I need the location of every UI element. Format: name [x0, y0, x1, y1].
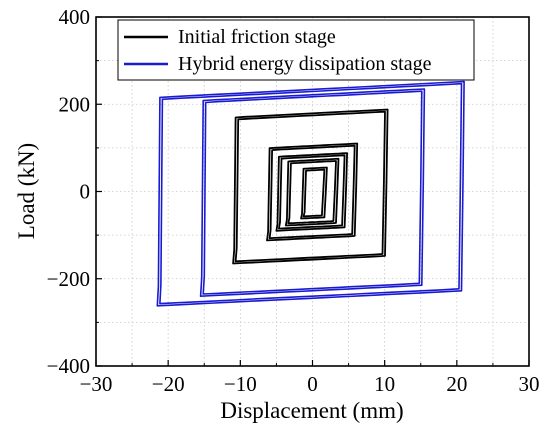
x-tick-label: −10	[224, 372, 257, 396]
y-tick-label: −400	[47, 354, 90, 378]
x-tick-label: −20	[152, 372, 185, 396]
y-axis-label: Load (kN)	[14, 143, 39, 239]
hysteresis-loop	[278, 154, 346, 230]
x-tick-label: 30	[519, 372, 540, 396]
hysteresis-loop	[300, 166, 328, 220]
hysteresis-loop	[159, 82, 463, 305]
x-tick-label: −30	[80, 372, 113, 396]
hysteresis-loop	[302, 168, 326, 218]
x-tick-label: 10	[374, 372, 395, 396]
hysteresis-loop	[232, 108, 389, 265]
hysteresis-loop	[284, 157, 340, 227]
hysteresis-loop	[234, 110, 386, 263]
hysteresis-loop	[268, 144, 356, 240]
legend-label-initial-friction: Initial friction stage	[178, 26, 336, 48]
hysteresis-loop	[275, 152, 348, 232]
series-layer	[156, 80, 465, 307]
legend-box	[117, 19, 475, 81]
series-initial-friction	[232, 108, 389, 265]
x-tick-label: 20	[446, 372, 467, 396]
series-hybrid-dissipation	[156, 80, 465, 307]
x-axis-label: Displacement (mm)	[220, 398, 403, 423]
y-tick-label: 0	[80, 180, 91, 204]
y-tick-label: 200	[59, 92, 91, 116]
tick-layer: −30 −20 −10 0 10 20 30 −400 −200 0 200 400	[47, 5, 540, 396]
y-tick-label: −200	[47, 267, 90, 291]
legend: Initial friction stage Hybrid energy dis…	[117, 19, 475, 81]
x-tick-label: 0	[307, 372, 318, 396]
legend-label-hybrid-dissipation: Hybrid energy dissipation stage	[178, 53, 432, 75]
hysteresis-loop	[266, 142, 359, 242]
hysteresis-loop	[199, 88, 426, 297]
hysteresis-loop	[156, 80, 465, 307]
hysteresis-loop	[287, 160, 337, 225]
y-tick-label: 400	[59, 5, 91, 29]
hysteresis-loop	[202, 90, 423, 295]
